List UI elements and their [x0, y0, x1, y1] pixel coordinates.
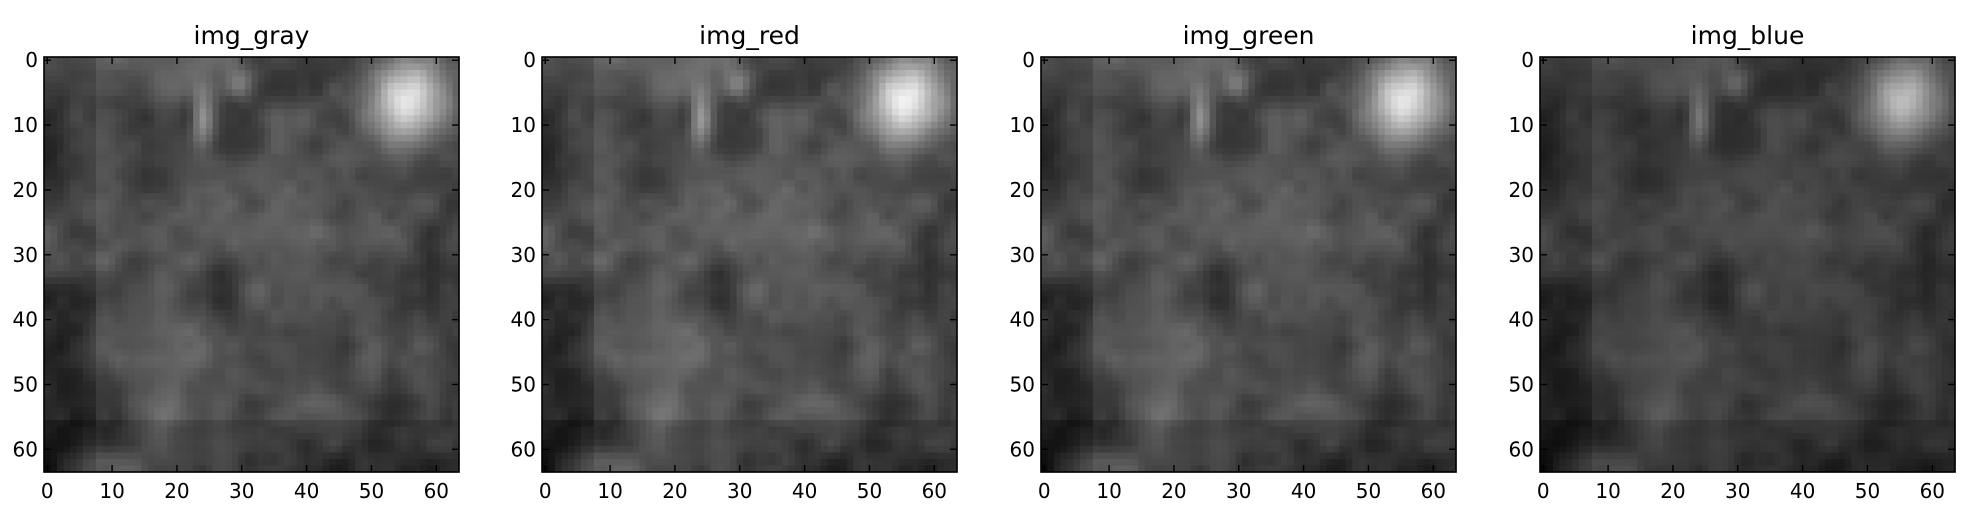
axes-frame [541, 56, 958, 473]
y-tick-label: 30 [1509, 243, 1534, 267]
panel-title: img_blue [1691, 21, 1805, 50]
y-tick-label: 40 [13, 308, 38, 332]
x-tick-label: 50 [1356, 479, 1381, 503]
image-img_gray [44, 57, 460, 473]
x-tick-label: 0 [1038, 479, 1051, 503]
y-tick-label: 40 [1509, 308, 1534, 332]
y-tick-label: 0 [1521, 48, 1534, 72]
image-img_red [542, 57, 958, 473]
axes-frame [43, 56, 460, 473]
x-tick-label: 10 [597, 479, 622, 503]
y-tick-label: 10 [13, 113, 38, 137]
x-tick-label: 20 [1161, 479, 1186, 503]
y-tick-label: 20 [13, 178, 38, 202]
y-tick-label: 50 [13, 372, 38, 396]
y-tick-label: 10 [511, 113, 536, 137]
panel-title: img_green [1183, 21, 1315, 50]
x-tick-label: 60 [1920, 479, 1945, 503]
y-tick-label: 0 [1022, 48, 1035, 72]
x-tick-label: 20 [662, 479, 687, 503]
axes-frame [1539, 56, 1956, 473]
y-tick-label: 60 [13, 437, 38, 461]
x-tick-label: 50 [857, 479, 882, 503]
y-tick-label: 50 [511, 372, 536, 396]
x-tick-label: 40 [294, 479, 319, 503]
x-tick-label: 40 [1291, 479, 1316, 503]
x-tick-label: 30 [1725, 479, 1750, 503]
x-tick-label: 30 [727, 479, 752, 503]
x-tick-label: 20 [164, 479, 189, 503]
y-tick-label: 10 [1010, 113, 1035, 137]
y-tick-label: 20 [1010, 178, 1035, 202]
y-tick-label: 50 [1509, 372, 1534, 396]
x-tick-label: 0 [539, 479, 552, 503]
y-tick-label: 30 [13, 243, 38, 267]
x-tick-label: 10 [1595, 479, 1620, 503]
panel-title: img_gray [194, 21, 310, 50]
y-tick-label: 10 [1509, 113, 1534, 137]
y-tick-label: 40 [511, 308, 536, 332]
y-tick-label: 60 [1010, 437, 1035, 461]
x-tick-label: 60 [424, 479, 449, 503]
y-tick-label: 30 [511, 243, 536, 267]
y-tick-label: 0 [25, 48, 38, 72]
x-tick-label: 10 [1096, 479, 1121, 503]
x-tick-label: 60 [1421, 479, 1446, 503]
x-tick-label: 50 [1855, 479, 1880, 503]
axes-frame [1040, 56, 1457, 473]
panel-title: img_red [699, 21, 800, 50]
x-tick-label: 40 [1790, 479, 1815, 503]
y-tick-label: 0 [523, 48, 536, 72]
x-tick-label: 0 [1537, 479, 1550, 503]
y-tick-label: 60 [511, 437, 536, 461]
x-tick-label: 30 [229, 479, 254, 503]
y-tick-label: 60 [1509, 437, 1534, 461]
x-tick-label: 30 [1226, 479, 1251, 503]
image-img_blue [1540, 57, 1956, 473]
image-img_green [1041, 57, 1457, 473]
x-tick-label: 50 [359, 479, 384, 503]
y-tick-label: 20 [1509, 178, 1534, 202]
x-tick-label: 10 [99, 479, 124, 503]
x-tick-label: 20 [1660, 479, 1685, 503]
y-tick-label: 40 [1010, 308, 1035, 332]
x-tick-label: 0 [41, 479, 54, 503]
x-tick-label: 60 [922, 479, 947, 503]
y-tick-label: 50 [1010, 372, 1035, 396]
y-tick-label: 20 [511, 178, 536, 202]
x-tick-label: 40 [792, 479, 817, 503]
y-tick-label: 30 [1010, 243, 1035, 267]
